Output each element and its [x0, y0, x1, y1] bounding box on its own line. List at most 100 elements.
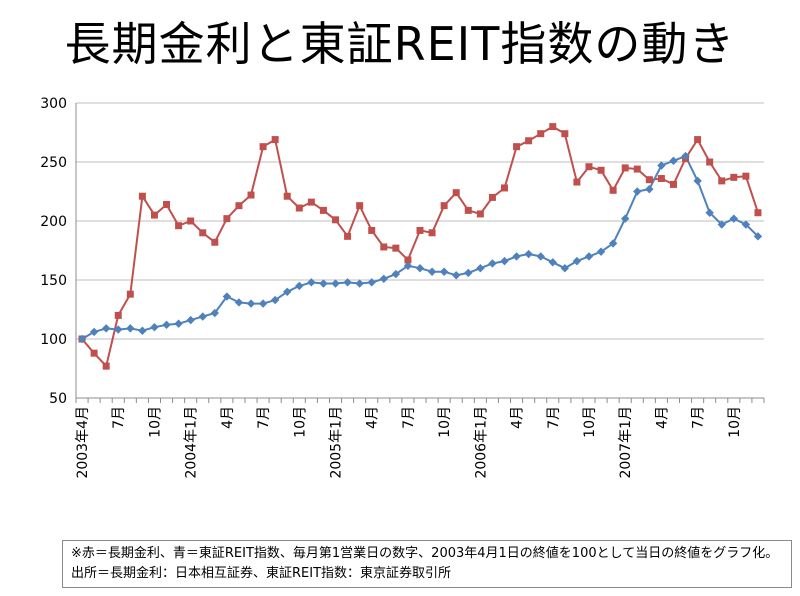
data-point [645, 184, 654, 194]
data-point [439, 267, 449, 276]
data-point [199, 229, 207, 237]
data-point [210, 308, 220, 318]
gridlines [76, 102, 764, 340]
data-point [729, 214, 739, 223]
data-point [573, 178, 581, 186]
data-point [235, 202, 243, 210]
data-point [150, 323, 159, 332]
data-point [391, 269, 401, 279]
data-point [500, 256, 509, 266]
data-point [512, 252, 521, 261]
data-point [101, 324, 111, 333]
data-point [198, 312, 207, 321]
data-point [500, 184, 508, 192]
x-tick-label: 4月 [510, 406, 526, 429]
x-tick-label: 10月 [727, 406, 743, 438]
data-point [536, 252, 545, 261]
data-point [717, 220, 726, 229]
data-point [392, 244, 400, 252]
data-point [524, 249, 533, 259]
data-point [295, 281, 304, 291]
y-tick-label: 100 [40, 332, 67, 348]
data-point [464, 206, 472, 214]
data-point [415, 264, 425, 273]
series-lines [81, 125, 759, 368]
data-point [247, 191, 255, 199]
data-point [77, 334, 87, 344]
data-point [368, 226, 376, 234]
data-point [416, 226, 424, 234]
x-tick-label: 7月 [546, 406, 562, 429]
x-tick-label: 4月 [365, 406, 381, 429]
data-point [561, 130, 569, 138]
x-tick-label: 7月 [111, 406, 127, 429]
data-point [741, 220, 751, 229]
data-point [380, 243, 388, 251]
data-point [175, 222, 183, 230]
data-point [174, 319, 183, 328]
data-point [608, 239, 618, 248]
data-point [513, 143, 521, 151]
data-point [332, 216, 340, 224]
data-point [379, 274, 388, 284]
data-point [403, 261, 413, 271]
data-point [211, 238, 219, 246]
series-markers [77, 123, 763, 370]
data-point [669, 156, 678, 166]
y-tick-label: 50 [49, 391, 67, 407]
data-point [597, 166, 605, 174]
data-point [187, 217, 195, 225]
data-point [476, 264, 485, 273]
x-tick-label: 2007年1月 [618, 406, 634, 479]
data-point [295, 204, 303, 212]
data-point [596, 247, 606, 256]
data-point [633, 187, 642, 196]
x-tick-label: 4月 [654, 406, 670, 429]
data-point [367, 278, 376, 287]
x-tick-label: 4月 [220, 406, 236, 429]
data-point [283, 287, 292, 296]
data-point [90, 349, 98, 357]
y-tick-label: 250 [40, 155, 67, 171]
data-point [620, 214, 630, 223]
data-point [307, 198, 315, 206]
data-point [126, 324, 135, 333]
data-point [162, 320, 171, 330]
data-point [270, 295, 280, 305]
data-point [440, 202, 448, 210]
data-point [730, 173, 738, 181]
x-tick-label: 7月 [691, 406, 707, 429]
data-point [706, 158, 714, 166]
data-point [356, 202, 364, 210]
source-note: ※赤＝長期金利、青＝東証REIT指数、毎月第1営業日の数字、2003年4月1日の… [62, 540, 792, 588]
x-tick-label: 10月 [582, 406, 598, 438]
data-point [476, 210, 484, 218]
x-tick-label: 7月 [256, 406, 272, 429]
data-point [657, 175, 665, 183]
data-point [525, 137, 533, 145]
chart-title: 長期金利と東証REIT指数の動き [64, 17, 736, 71]
data-point [307, 278, 316, 287]
x-tick-label: 2003年4月 [75, 406, 91, 479]
data-point [742, 172, 750, 180]
data-point [271, 136, 279, 144]
data-point [186, 315, 195, 325]
data-point [621, 164, 629, 172]
y-tick-label: 200 [40, 214, 67, 230]
data-point [609, 186, 617, 194]
data-point [681, 151, 690, 161]
data-point [452, 189, 460, 197]
data-point [259, 143, 267, 151]
data-point [585, 163, 593, 171]
data-point [258, 299, 268, 308]
data-point [427, 267, 437, 276]
data-point [223, 215, 231, 223]
data-point [705, 208, 714, 217]
data-point [163, 200, 171, 208]
data-point [754, 209, 762, 217]
data-point [549, 123, 557, 131]
x-tick-label: 2004年1月 [184, 406, 200, 479]
x-tick-label: 10月 [292, 406, 308, 438]
x-tick-label: 7月 [401, 406, 417, 429]
data-point [138, 192, 146, 200]
